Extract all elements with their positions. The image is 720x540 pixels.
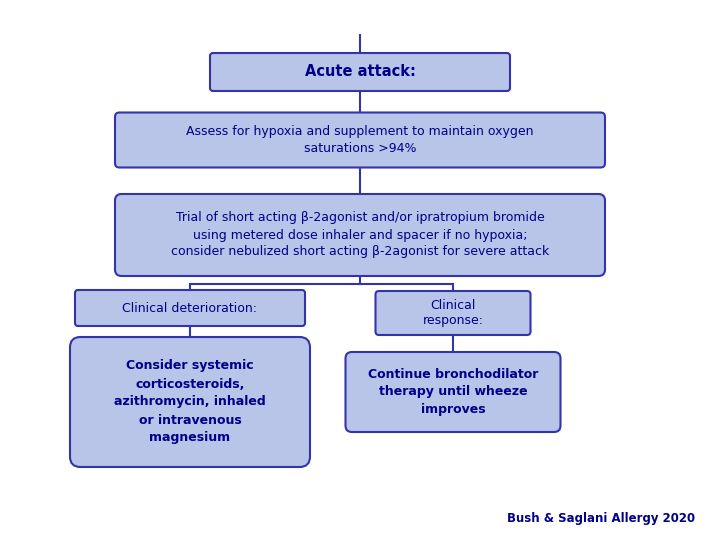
Text: Trial of short acting β-2agonist and/or ipratropium bromide
using metered dose i: Trial of short acting β-2agonist and/or … [171,212,549,259]
Text: Continue bronchodilator
therapy until wheeze
improves: Continue bronchodilator therapy until wh… [368,368,538,416]
FancyBboxPatch shape [70,337,310,467]
Text: Clinical deterioration:: Clinical deterioration: [122,301,258,314]
FancyBboxPatch shape [210,53,510,91]
Text: Bush & Saglani Allergy 2020: Bush & Saglani Allergy 2020 [507,512,695,525]
FancyBboxPatch shape [115,194,605,276]
Text: Consider systemic
corticosteroids,
azithromycin, inhaled
or intravenous
magnesiu: Consider systemic corticosteroids, azith… [114,360,266,444]
FancyBboxPatch shape [376,291,531,335]
Text: Acute attack:: Acute attack: [305,64,415,79]
FancyBboxPatch shape [75,290,305,326]
FancyBboxPatch shape [346,352,560,432]
FancyBboxPatch shape [115,112,605,167]
Text: Assess for hypoxia and supplement to maintain oxygen
saturations >94%: Assess for hypoxia and supplement to mai… [186,125,534,155]
Text: Clinical
response:: Clinical response: [423,299,484,327]
